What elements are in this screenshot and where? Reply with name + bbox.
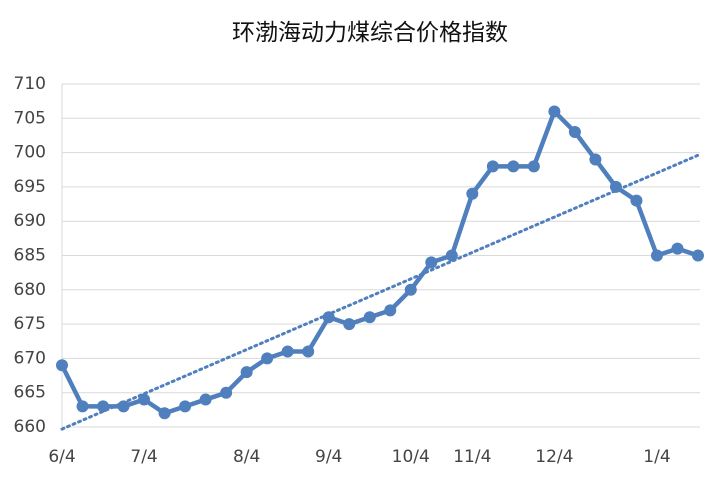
data-point — [671, 242, 684, 255]
data-point — [425, 256, 438, 269]
y-tick-label: 660 — [14, 417, 46, 437]
data-point — [117, 400, 130, 413]
y-tick-label: 675 — [14, 314, 46, 334]
data-point — [527, 160, 540, 173]
x-tick-label: 11/4 — [453, 447, 491, 467]
x-tick-label: 8/4 — [233, 447, 260, 467]
y-tick-label: 665 — [14, 383, 46, 403]
data-point — [486, 160, 499, 173]
data-point — [261, 352, 274, 365]
x-tick-label: 9/4 — [315, 447, 342, 467]
series-line — [59, 109, 699, 416]
data-point — [384, 304, 397, 317]
data-point — [138, 393, 151, 406]
data-point — [179, 400, 192, 413]
data-point — [466, 187, 479, 200]
data-point — [240, 366, 253, 379]
y-tick-label: 710 — [14, 74, 46, 94]
data-point — [404, 283, 417, 296]
data-point — [343, 318, 356, 331]
data-point — [692, 249, 704, 262]
data-point — [507, 160, 520, 173]
data-point — [97, 400, 110, 413]
y-tick-label: 680 — [14, 280, 46, 300]
data-point — [609, 180, 622, 193]
trend-line — [60, 153, 700, 431]
y-tick-label: 685 — [14, 246, 46, 266]
data-point — [322, 311, 335, 324]
x-tick-label: 1/4 — [643, 447, 670, 467]
data-point — [630, 194, 643, 207]
data-point — [199, 393, 212, 406]
chart-title: 环渤海动力煤综合价格指数 — [232, 20, 508, 46]
data-point — [76, 400, 89, 413]
data-point — [158, 407, 171, 420]
y-tick-label: 700 — [14, 143, 46, 163]
data-point — [548, 105, 561, 118]
data-point — [302, 345, 315, 358]
data-point — [650, 249, 663, 262]
data-point — [589, 153, 602, 166]
y-tick-label: 690 — [14, 211, 46, 231]
y-tick-label: 695 — [14, 177, 46, 197]
data-point — [363, 311, 376, 324]
y-tick-label: 670 — [14, 348, 46, 368]
data-point — [56, 359, 68, 372]
data-point — [568, 126, 581, 139]
x-tick-label: 6/4 — [48, 447, 75, 467]
y-tick-label: 705 — [14, 108, 46, 128]
data-point — [281, 345, 294, 358]
x-tick-label: 10/4 — [392, 447, 430, 467]
x-tick-label: 7/4 — [130, 447, 157, 467]
data-point — [445, 249, 458, 262]
data-point — [220, 386, 233, 399]
x-tick-label: 12/4 — [535, 447, 573, 467]
